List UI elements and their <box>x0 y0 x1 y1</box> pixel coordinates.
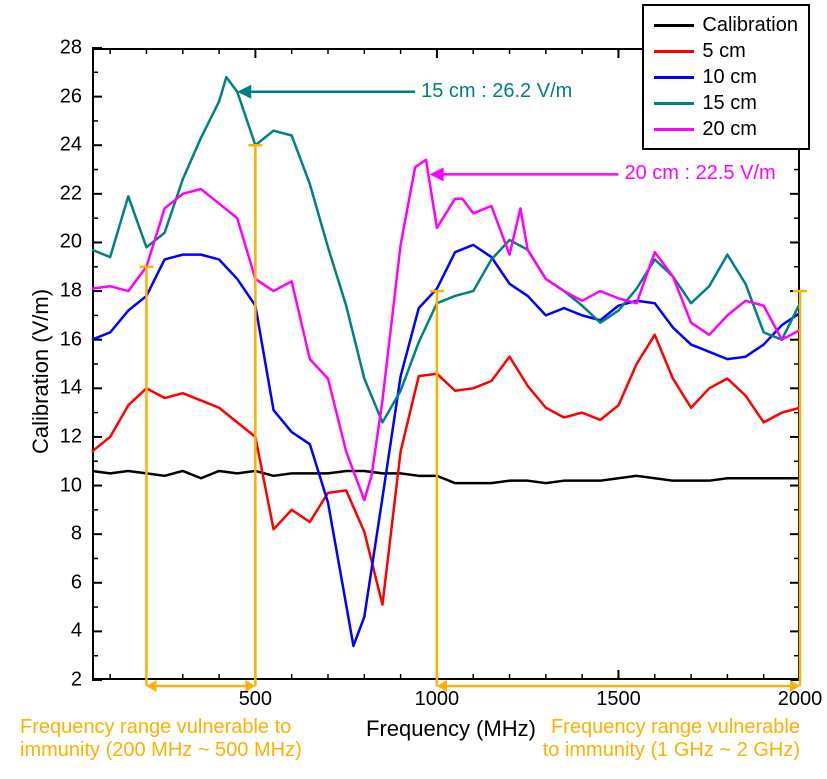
annotation-20cm: 20 cm : 22.5 V/m <box>624 162 775 185</box>
vuln2-line1: Frequency range vulnerable <box>543 716 800 739</box>
legend-swatch <box>654 76 694 79</box>
vuln2-line2: to immunity (1 GHz ~ 2 GHz) <box>543 739 800 762</box>
y-tick-label: 20 <box>42 231 82 254</box>
y-tick-label: 26 <box>42 85 82 108</box>
vuln1-line2: immunity (200 MHz ~ 500 MHz) <box>20 739 302 762</box>
series-20cm <box>92 160 800 500</box>
legend: Calibration 5 cm 10 cm 15 cm 20 cm <box>642 4 810 150</box>
y-tick-label: 12 <box>42 425 82 448</box>
y-tick-label: 16 <box>42 328 82 351</box>
legend-label: 20 cm <box>702 118 756 141</box>
vulnerable-range-1-label: Frequency range vulnerable to immunity (… <box>20 716 302 762</box>
legend-item: 5 cm <box>654 38 798 64</box>
y-tick-label: 28 <box>42 37 82 60</box>
legend-label: 10 cm <box>702 66 756 89</box>
legend-item: 20 cm <box>654 116 798 142</box>
series-10cm <box>92 245 800 646</box>
y-tick-label: 14 <box>42 377 82 400</box>
legend-label: 5 cm <box>702 40 745 63</box>
legend-swatch <box>654 24 694 27</box>
legend-swatch <box>654 128 694 131</box>
calibration-frequency-chart: Calibration (V/m) Frequency (MHz) Calibr… <box>0 0 827 779</box>
y-tick-label: 6 <box>42 571 82 594</box>
y-tick-label: 22 <box>42 182 82 205</box>
series-5cm <box>92 335 800 605</box>
x-tick-label: 2000 <box>770 688 827 711</box>
y-tick-label: 8 <box>42 523 82 546</box>
legend-item: 15 cm <box>654 90 798 116</box>
legend-item: 10 cm <box>654 64 798 90</box>
legend-swatch <box>654 50 694 53</box>
legend-label: Calibration <box>702 14 798 37</box>
y-tick-label: 10 <box>42 474 82 497</box>
y-tick-label: 18 <box>42 280 82 303</box>
x-tick-label: 1000 <box>407 688 467 711</box>
vulnerable-range-2-label: Frequency range vulnerable to immunity (… <box>543 716 800 762</box>
legend-swatch <box>654 102 694 105</box>
vuln1-line1: Frequency range vulnerable to <box>20 716 302 739</box>
x-tick-label: 500 <box>225 688 285 711</box>
annotation-15cm: 15 cm : 26.2 V/m <box>421 80 572 103</box>
legend-label: 15 cm <box>702 92 756 115</box>
x-tick-label: 1500 <box>588 688 648 711</box>
y-tick-label: 4 <box>42 620 82 643</box>
legend-item: Calibration <box>654 12 798 38</box>
series-calibration <box>92 471 800 483</box>
y-tick-label: 24 <box>42 134 82 157</box>
y-tick-label: 2 <box>42 669 82 692</box>
